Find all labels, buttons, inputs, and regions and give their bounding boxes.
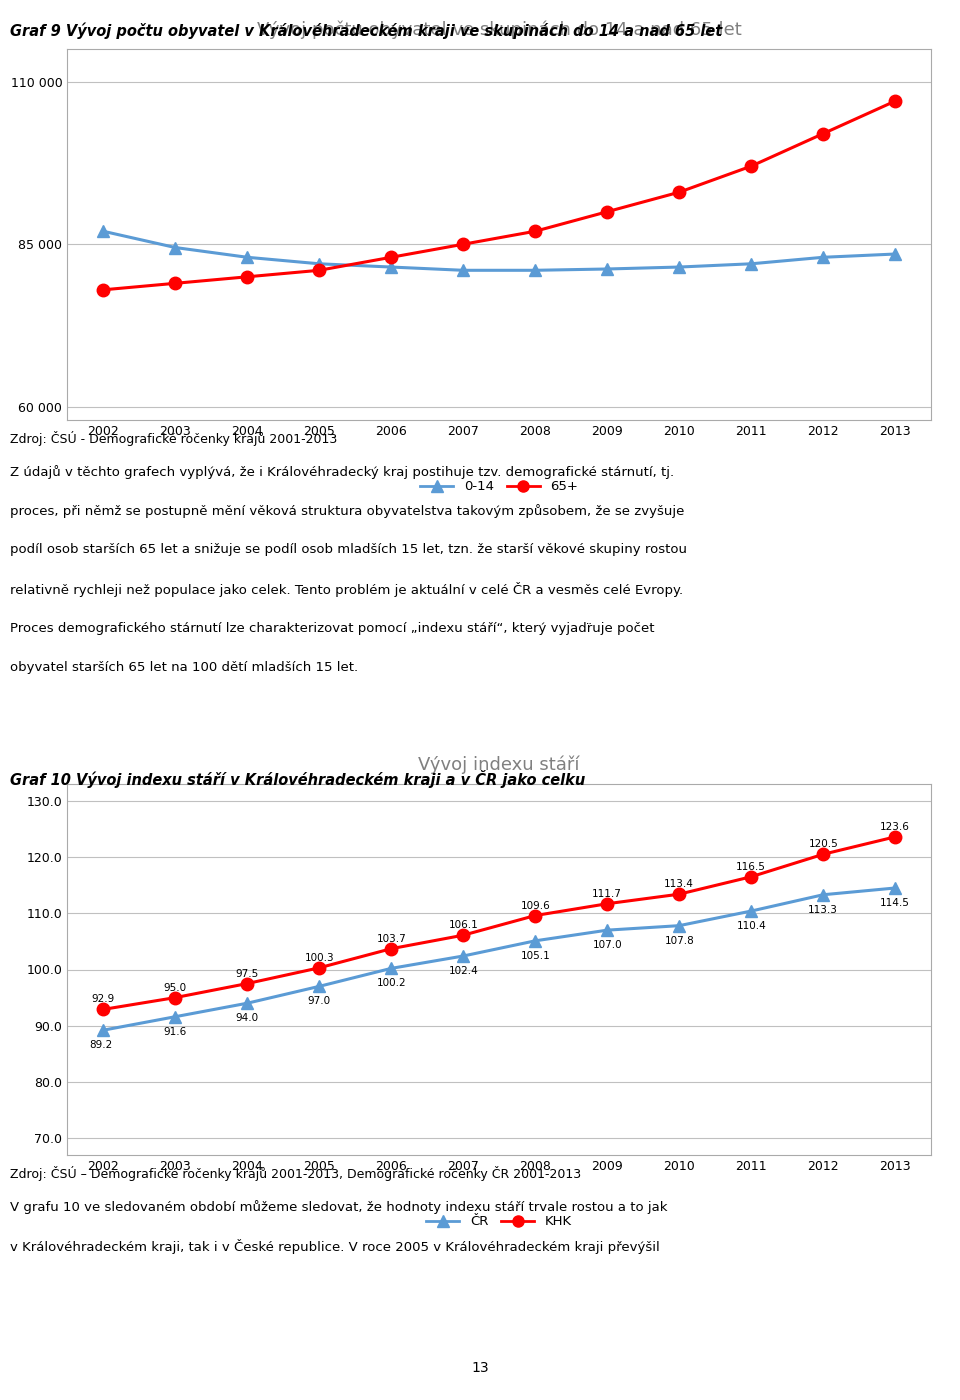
Text: 113.4: 113.4 [664,879,694,889]
Text: 110.4: 110.4 [736,921,766,931]
Text: 97.5: 97.5 [235,969,259,979]
Text: 114.5: 114.5 [880,897,910,909]
Text: Zdroj: ČSÚ – Demografické ročenky krajů 2001-2013, Demografické ročenky ČR 2001-: Zdroj: ČSÚ – Demografické ročenky krajů … [10,1166,581,1182]
Text: 100.2: 100.2 [376,979,406,988]
Text: 107.8: 107.8 [664,935,694,946]
Text: 97.0: 97.0 [307,997,331,1007]
Text: 89.2: 89.2 [88,1040,112,1050]
Text: 92.9: 92.9 [91,994,115,1004]
Legend: ČR, KHK: ČR, KHK [421,1210,577,1233]
Text: Zdroj: ČSÚ - Demografické ročenky krajů 2001-2013: Zdroj: ČSÚ - Demografické ročenky krajů … [10,431,337,447]
Title: Vývoj indexu stáří: Vývoj indexu stáří [419,756,580,774]
Text: 123.6: 123.6 [880,822,910,832]
Text: Proces demografického stárnutí lze charakterizovat pomocí „indexu stáří“, který : Proces demografického stárnutí lze chara… [10,622,654,634]
Text: relativně rychleji než populace jako celek. Tento problém je aktuální v celé ČR : relativně rychleji než populace jako cel… [10,582,683,598]
Text: 94.0: 94.0 [235,1014,259,1023]
Text: v Královéhradeckém kraji, tak i v České republice. V roce 2005 v Královéhradecké: v Královéhradeckém kraji, tak i v České … [10,1239,660,1254]
Text: 109.6: 109.6 [520,900,550,910]
Text: 106.1: 106.1 [448,920,478,930]
Text: 102.4: 102.4 [448,966,478,976]
Title: Vývoj počtu obyvatel ve skupinách do 14 a nad 65 let: Vývoj počtu obyvatel ve skupinách do 14 … [257,21,741,39]
Text: 113.3: 113.3 [808,904,838,914]
Text: obyvatel starších 65 let na 100 dětí mladších 15 let.: obyvatel starších 65 let na 100 dětí mla… [10,661,358,673]
Text: 120.5: 120.5 [808,840,838,850]
Text: podíl osob starších 65 let a snižuje se podíl osob mladších 15 let, tzn. že star: podíl osob starších 65 let a snižuje se … [10,543,686,556]
Text: 105.1: 105.1 [520,951,550,960]
Text: 116.5: 116.5 [736,862,766,872]
Text: 103.7: 103.7 [376,934,406,944]
Text: 107.0: 107.0 [592,941,622,951]
Text: 111.7: 111.7 [592,889,622,899]
Text: V grafu 10 ve sledovaném období můžeme sledovat, že hodnoty indexu stáří trvale : V grafu 10 ve sledovaném období můžeme s… [10,1200,667,1214]
Text: 100.3: 100.3 [304,953,334,963]
Text: Graf 9 Vývoj počtu obyvatel v Královéhradeckém kraji ve skupinách do 14 a nad 65: Graf 9 Vývoj počtu obyvatel v Královéhra… [10,22,722,39]
Text: 95.0: 95.0 [163,983,187,993]
Text: 91.6: 91.6 [163,1026,187,1037]
Legend: 0-14, 65+: 0-14, 65+ [415,475,584,498]
Text: Z údajů v těchto grafech vyplývá, že i Královéhradecký kraj postihuje tzv. demog: Z údajů v těchto grafech vyplývá, že i K… [10,465,674,479]
Text: proces, při němž se postupně mění věková struktura obyvatelstva takovým způsobem: proces, při němž se postupně mění věková… [10,504,684,518]
Text: Graf 10 Vývoj indexu stáří v Královéhradeckém kraji a v ČR jako celku: Graf 10 Vývoj indexu stáří v Královéhrad… [10,770,585,788]
Text: 13: 13 [471,1361,489,1375]
